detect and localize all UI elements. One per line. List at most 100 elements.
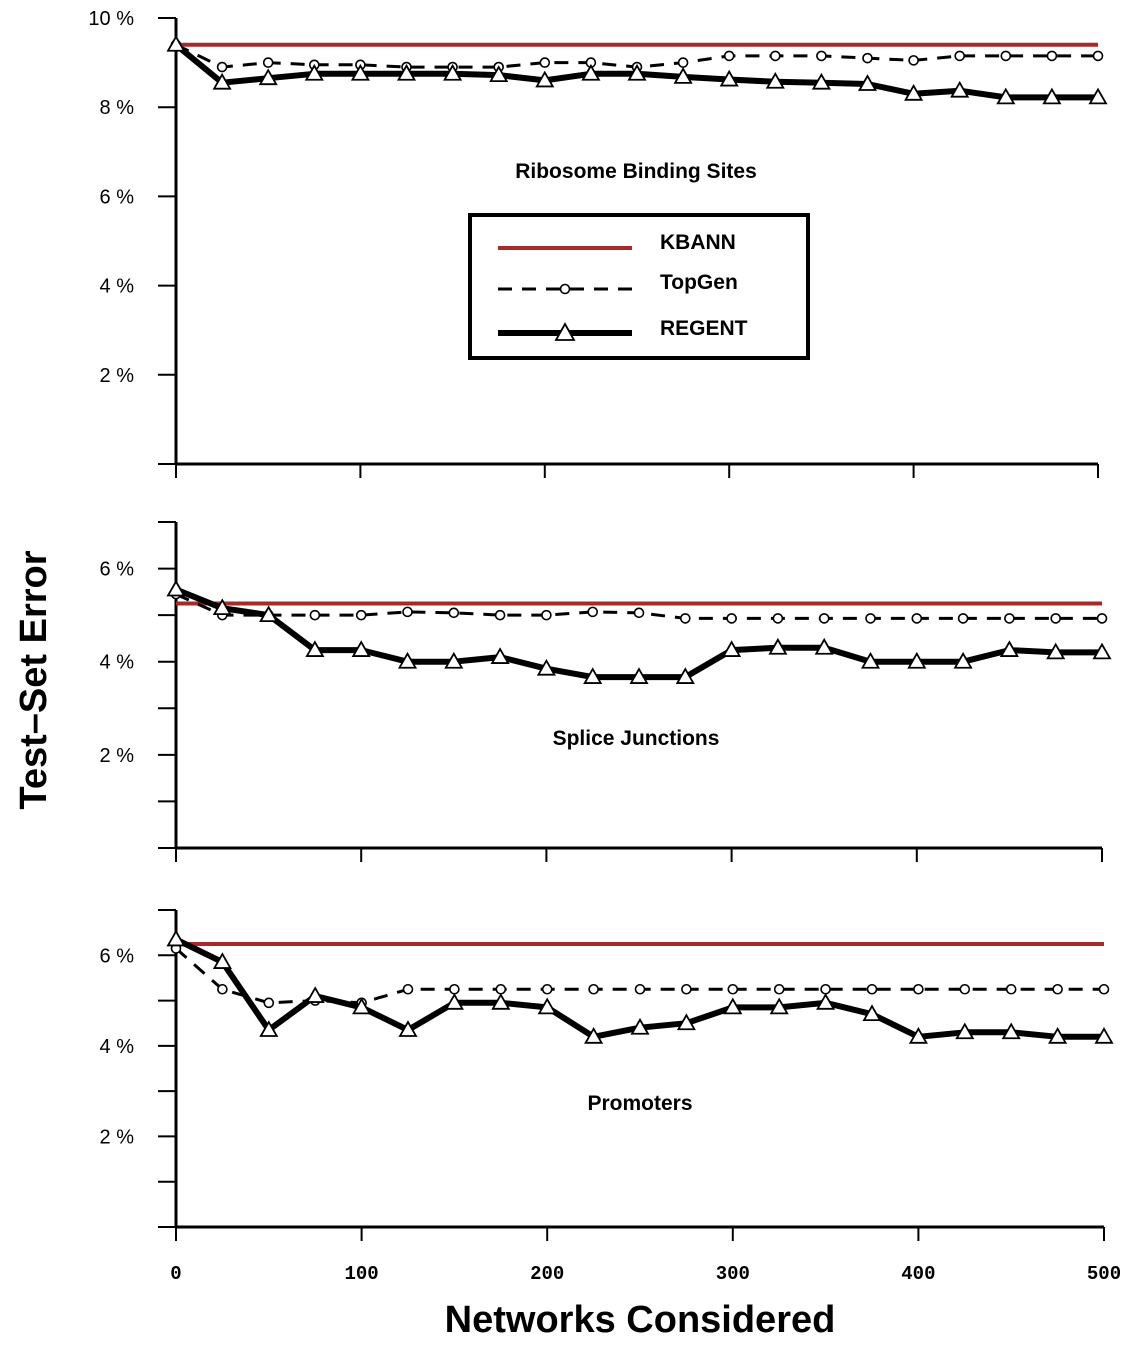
regent-point <box>305 640 325 657</box>
regent-point <box>629 667 649 684</box>
topgen-point <box>773 983 785 995</box>
topgen-point <box>216 61 228 73</box>
y-tick-label: 6 % <box>100 559 135 581</box>
regent-point <box>444 651 464 669</box>
regent-point <box>258 68 278 86</box>
regent-point <box>537 997 557 1015</box>
panel-title: Promoters <box>587 1092 692 1115</box>
topgen-point <box>865 613 876 624</box>
x-axis-title: Networks Considered <box>445 1299 836 1341</box>
topgen-point <box>541 983 553 995</box>
panel-3: 2 % 4 % 6 % 0 100 200 300 400 500 Promoters <box>100 909 1121 1285</box>
regent-point <box>443 63 463 81</box>
regent-point <box>999 640 1019 657</box>
regent-point <box>996 87 1016 105</box>
regent-point <box>584 1026 604 1044</box>
topgen-point <box>402 983 414 995</box>
legend: KBANN TopGen REGENT <box>468 213 810 360</box>
regent-point <box>351 640 371 657</box>
y-axis-title: Test–Set Error <box>13 550 55 809</box>
topgen-point <box>449 983 460 995</box>
regent-point <box>1092 642 1112 660</box>
topgen-point <box>818 613 830 624</box>
legend-label: KBANN <box>660 231 736 254</box>
regent-point <box>814 637 834 655</box>
regent-point <box>583 667 603 684</box>
legend-box <box>468 213 810 360</box>
regent-point <box>1042 87 1062 105</box>
y-tick-label: 2 % <box>100 365 135 387</box>
regent-point <box>627 63 647 81</box>
regent-point <box>857 74 878 91</box>
panel-title: Ribosome Binding Sites <box>515 160 757 183</box>
topgen-point <box>634 983 646 995</box>
panel-title: Splice Junctions <box>553 727 720 750</box>
regent-point <box>673 67 693 84</box>
topgen-point <box>913 983 924 995</box>
legend-label: TopGen <box>660 271 738 294</box>
topgen-point <box>726 613 737 624</box>
regent-point <box>953 651 973 669</box>
topgen-point <box>309 609 321 621</box>
y-tick-label: 6 % <box>100 186 135 208</box>
regent-point <box>490 647 510 664</box>
regent-point <box>950 80 970 98</box>
topgen-point <box>957 613 969 624</box>
legend-label: REGENT <box>660 317 748 340</box>
y-tick-label: 4 % <box>100 652 135 674</box>
regent-point <box>1048 1026 1068 1044</box>
topgen-point <box>681 983 692 995</box>
regent-point <box>1001 1022 1021 1040</box>
regent-point <box>907 651 927 669</box>
regent-point <box>630 1017 650 1035</box>
regent-point <box>166 579 186 597</box>
topgen-point <box>1000 50 1012 62</box>
regent-point <box>304 63 324 81</box>
regent-point <box>904 84 924 101</box>
regent-point <box>722 640 742 657</box>
topgen-point <box>862 52 873 64</box>
regent-point <box>765 71 785 89</box>
x-tick-label: 100 <box>344 1263 378 1285</box>
legend-item-regent: REGENT <box>498 317 748 341</box>
regent-point <box>166 929 186 947</box>
topgen-point <box>679 613 691 624</box>
regent-point <box>166 34 186 52</box>
regent-point <box>676 1013 696 1031</box>
x-tick-label: 400 <box>901 1263 935 1285</box>
topgen-point <box>772 613 784 624</box>
topgen-point <box>494 609 506 621</box>
topgen-point <box>1004 613 1015 624</box>
topgen-point <box>1098 983 1110 995</box>
topgen-point <box>954 50 966 62</box>
regent-point <box>860 651 881 669</box>
regent-point <box>768 637 788 655</box>
x-tick-label: 300 <box>716 1263 750 1285</box>
topgen-point <box>769 50 781 62</box>
topgen-point <box>495 983 507 995</box>
topgen-point <box>820 983 831 995</box>
regent-point <box>816 993 836 1010</box>
topgen-point <box>816 50 827 62</box>
regent-point <box>491 993 511 1010</box>
regent-point <box>259 1020 279 1037</box>
regent-point <box>444 993 464 1010</box>
topgen-point <box>1096 613 1108 624</box>
regent-point <box>955 1022 975 1040</box>
regent-point <box>259 605 279 623</box>
regent-point <box>675 667 695 684</box>
topgen-point <box>1046 50 1058 62</box>
regent-point <box>1094 1026 1114 1044</box>
series-topgen <box>170 588 1108 624</box>
regent-point <box>352 997 372 1015</box>
topgen-point <box>262 57 274 68</box>
legend-marker <box>559 283 571 295</box>
y-tick-label: 6 % <box>100 945 135 967</box>
topgen-point <box>1050 613 1061 624</box>
topgen-point <box>541 609 552 621</box>
topgen-point <box>448 607 460 619</box>
topgen-point <box>1052 983 1063 995</box>
regent-point <box>212 598 232 616</box>
series-regent <box>166 579 1112 684</box>
topgen-point <box>727 983 739 995</box>
